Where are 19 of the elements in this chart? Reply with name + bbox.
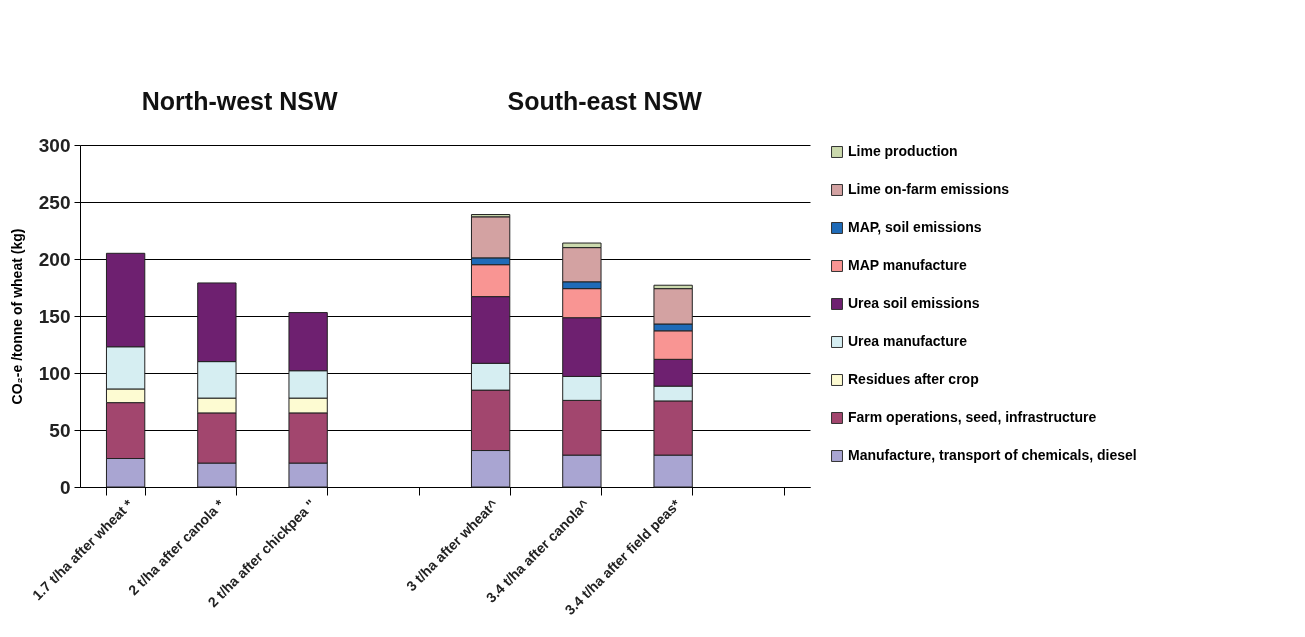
y-tick-label: 200 [38,248,71,270]
y-axis-title: CO₂-e /tonne of wheat (kg) [8,228,25,405]
text: South-east NSW [507,87,703,115]
text: North-west NSW [141,87,338,115]
y-tick-label: 250 [38,191,71,213]
y-tick-label: 100 [38,362,71,384]
y-tick-label: 50 [49,419,71,441]
legend-label: Manufacture, transport of chemicals, diesel [848,447,1137,463]
y-tick-label: 0 [59,476,71,498]
legend-label: Lime on-farm emissions [848,181,1010,197]
y-tick-label: 300 [38,134,71,156]
legend-label: Farm operations, seed, infrastructure [848,409,1097,425]
legend-label: Urea manufacture [848,333,968,349]
legend-label: Lime production [848,143,958,159]
legend-label: Urea soil emissions [848,295,980,311]
legend-label: MAP manufacture [848,257,967,273]
legend-label: MAP, soil emissions [848,219,982,235]
legend-label: Residues after crop [848,371,979,387]
y-tick-label: 150 [38,305,71,327]
